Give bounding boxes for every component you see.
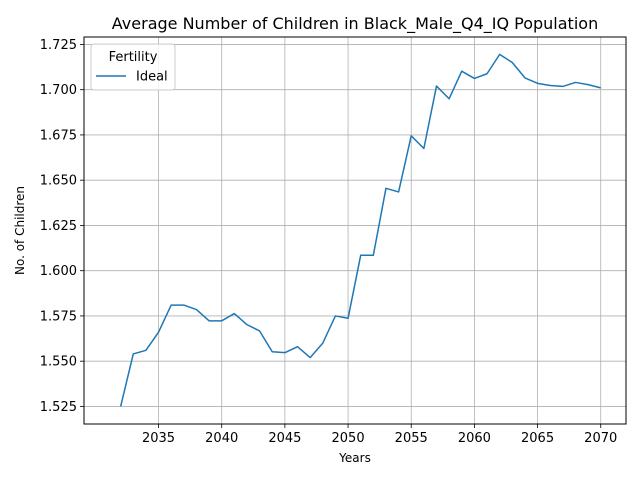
x-tick-label: 2040 — [205, 431, 238, 446]
x-axis-ticks: 2035 2040 2045 2050 2055 2060 2065 2070 — [142, 424, 617, 446]
legend-label-ideal: Ideal — [136, 70, 168, 85]
y-tick-label: 1.700 — [40, 83, 77, 98]
x-tick-label: 2050 — [332, 431, 365, 446]
y-tick-label: 1.675 — [40, 128, 77, 143]
y-tick-label: 1.625 — [40, 219, 77, 234]
y-tick-label: 1.550 — [40, 355, 77, 370]
x-tick-label: 2065 — [521, 431, 554, 446]
y-tick-label: 1.600 — [40, 264, 77, 279]
series-line-ideal — [119, 53, 601, 407]
x-tick-label: 2055 — [395, 431, 428, 446]
x-tick-label: 2060 — [458, 431, 491, 446]
x-axis-label: Years — [338, 451, 371, 465]
legend-title: Fertility — [109, 50, 158, 65]
x-tick-label: 2045 — [268, 431, 301, 446]
y-axis-label: No. of Children — [13, 186, 27, 275]
legend: Fertility Ideal — [90, 43, 176, 91]
y-axis-ticks: 1.525 1.550 1.575 1.600 1.625 1.650 1.675 1.700… — [40, 38, 84, 415]
y-tick-label: 1.725 — [40, 38, 77, 53]
x-tick-label: 2070 — [584, 431, 617, 446]
legend-box — [90, 43, 176, 91]
series-layer — [119, 53, 601, 407]
y-tick-label: 1.575 — [40, 309, 77, 324]
plot-frame — [83, 36, 627, 425]
chart-title: Average Number of Children in Black_Male… — [112, 14, 598, 34]
y-tick-label: 1.525 — [40, 400, 77, 415]
x-tick-label: 2035 — [142, 431, 175, 446]
grid — [84, 37, 626, 424]
y-tick-label: 1.650 — [40, 174, 77, 189]
